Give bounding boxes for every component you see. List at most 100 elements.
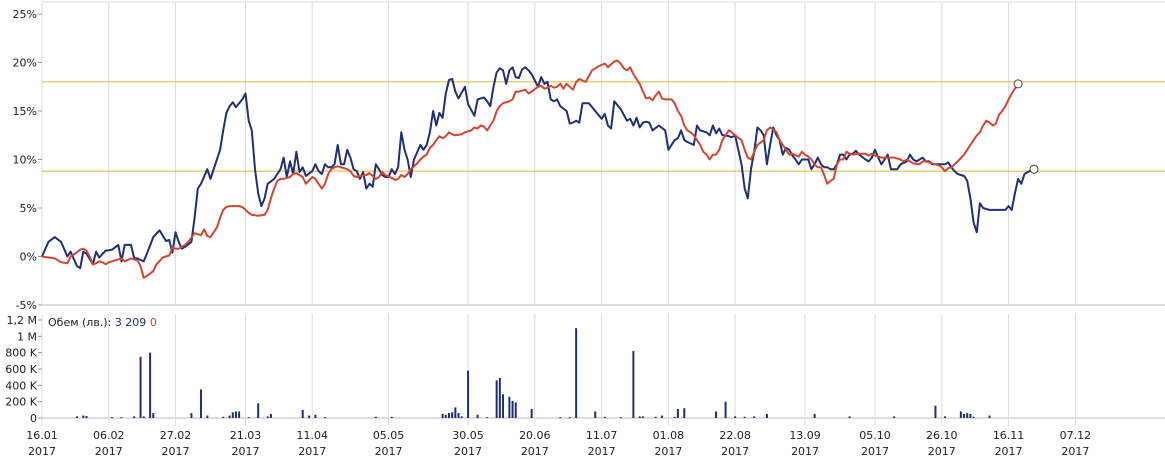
volume-bar (374, 416, 377, 418)
volume-bar (486, 417, 489, 419)
volume-y-tick-label: 1,2 M (7, 314, 37, 327)
volume-bar (133, 416, 136, 418)
volume-bar (661, 415, 663, 418)
x-tick-date-label: 27.02 (160, 429, 192, 442)
series-end-marker (1029, 164, 1039, 174)
volume-bar (257, 403, 260, 418)
volume-y-tick-label: 600 K (5, 363, 37, 376)
volume-bar (152, 413, 155, 418)
x-tick-date-label: 22.08 (719, 429, 751, 442)
volume-bar (314, 414, 317, 418)
x-tick-year-label: 2017 (521, 445, 549, 458)
volume-bar (231, 412, 234, 418)
volume-chart-grid (41, 314, 1165, 426)
volume-bar (934, 405, 937, 418)
volume-bar (247, 417, 250, 419)
volume-bar (743, 416, 746, 418)
volume-bar (82, 415, 85, 418)
x-tick-year-label: 2017 (95, 445, 123, 458)
price-y-tick-label: 5% (20, 202, 37, 215)
x-tick-date-label: 20.06 (519, 429, 551, 442)
series-end-marker (1013, 79, 1023, 89)
volume-bar (460, 416, 463, 418)
x-tick-date-label: 30.05 (452, 429, 484, 442)
volume-bar (765, 413, 768, 418)
volume-bar (848, 416, 851, 418)
volume-bar (228, 415, 231, 418)
x-tick-year-label: 2017 (654, 445, 682, 458)
volume-bar (498, 377, 501, 418)
volume-bar (451, 412, 454, 418)
volume-bar (715, 411, 718, 418)
volume-y-tick-label: 400 K (5, 379, 37, 392)
volume-bar (139, 356, 142, 418)
volume-bar (530, 409, 533, 418)
x-tick-year-label: 2017 (231, 445, 259, 458)
volume-bar (813, 413, 816, 418)
x-tick-year-label: 2017 (162, 445, 190, 458)
volume-label-prefix: Обем (лв.): (48, 316, 115, 329)
price-y-tick-label: 10% (13, 154, 37, 167)
volume-bar (457, 413, 460, 418)
volume-bar (972, 416, 975, 418)
x-tick-date-label: 01.08 (653, 429, 685, 442)
volume-bar (963, 413, 966, 418)
volume-bar (120, 417, 123, 419)
volume-bar (603, 416, 606, 418)
volume-label-text: Обем (лв.): 3 209 0 (48, 316, 157, 329)
series-line-blue (41, 66, 1035, 270)
volume-bar (502, 394, 505, 418)
x-tick-date-label: 07.12 (1060, 429, 1092, 442)
volume-label: Обем (лв.): 3 209 0 (48, 316, 157, 329)
volume-bar (683, 408, 686, 418)
volume-bar (447, 413, 450, 418)
volume-bar (943, 416, 946, 418)
volume-bar (85, 415, 88, 418)
volume-bar (966, 413, 969, 418)
volume-chart-y-axis: 1,2 M 1 M 800 K 600 K 400 K 200 K 0 (5, 314, 42, 425)
volume-y-tick-label: 0 (30, 412, 37, 425)
volume-bar (959, 411, 962, 418)
x-tick-date-label: 11.04 (297, 429, 329, 442)
price-y-tick-label: -5% (16, 299, 37, 312)
volume-bar (441, 413, 444, 418)
volume-bar (390, 416, 393, 418)
volume-bar (508, 396, 511, 418)
x-tick-date-label: 05.05 (373, 429, 405, 442)
date-axis: 16.01 2017 06.02 2017 27.02 2017 21.03 2017 11.0… (26, 429, 1091, 458)
volume-bar (323, 417, 326, 419)
x-tick-year-label: 2017 (588, 445, 616, 458)
volume-bar (559, 417, 562, 419)
volume-bar (234, 411, 237, 418)
volume-bar (454, 407, 457, 418)
volume-bar (641, 416, 644, 418)
x-tick-date-label: 06.02 (93, 429, 125, 442)
x-tick-date-label: 13.09 (789, 429, 821, 442)
x-tick-date-label: 26.10 (926, 429, 958, 442)
volume-bar (969, 413, 972, 418)
volume-bar (575, 328, 578, 418)
price-chart-reference-lines (42, 81, 1165, 172)
volume-bar (654, 416, 657, 418)
x-tick-year-label: 2017 (861, 445, 889, 458)
volume-bar (594, 411, 597, 418)
volume-bar (753, 416, 756, 418)
volume-bar (638, 416, 641, 418)
volume-y-tick-label: 800 K (5, 347, 37, 360)
series-line-red (41, 59, 1019, 279)
volume-bar (199, 389, 202, 418)
volume-bar (734, 416, 737, 418)
volume-bar (514, 402, 517, 418)
volume-bar (467, 370, 470, 418)
volume-bar (511, 400, 514, 418)
volume-bar (149, 352, 152, 418)
volume-bar (568, 417, 571, 419)
volume-bar (988, 415, 991, 418)
x-tick-date-label: 05.10 (859, 429, 891, 442)
price-chart-y-axis: 25% 20% 15% 10% 5% 0% -5% (13, 8, 42, 312)
price-y-tick-label: 25% (13, 8, 37, 21)
x-tick-year-label: 2017 (721, 445, 749, 458)
volume-bar (238, 411, 241, 418)
price-y-tick-label: 0% (20, 251, 37, 264)
